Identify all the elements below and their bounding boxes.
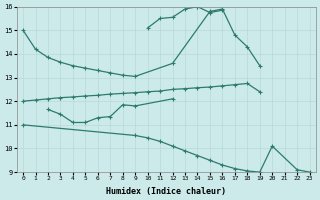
X-axis label: Humidex (Indice chaleur): Humidex (Indice chaleur) bbox=[106, 187, 226, 196]
